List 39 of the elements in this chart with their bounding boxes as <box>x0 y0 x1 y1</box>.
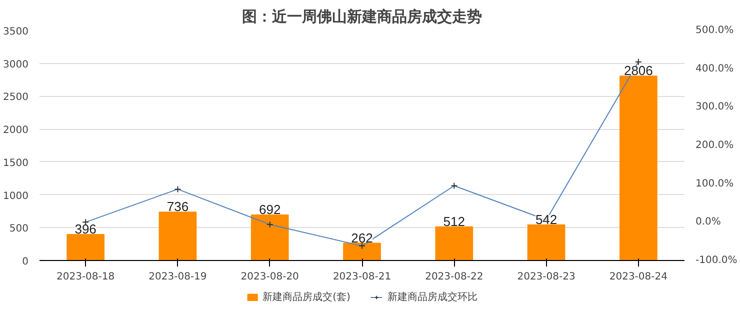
x-tick-label: 2023-08-24 <box>609 272 668 282</box>
y2-tick-label: -100.0% <box>696 255 738 266</box>
bar <box>527 224 566 260</box>
y-tick-label: 0 <box>22 256 29 268</box>
y2-tick-label: 300.0% <box>696 102 734 113</box>
y2-tick-label: 200.0% <box>696 140 734 151</box>
bar <box>343 242 381 260</box>
y-tick-label: 2000 <box>3 125 29 136</box>
y-tick-label: 3000 <box>3 59 29 70</box>
x-tick-label: 2023-08-23 <box>517 272 576 282</box>
bar <box>435 226 474 260</box>
x-tick-label: 2023-08-19 <box>148 272 207 282</box>
y-tick-label: 1000 <box>3 190 29 202</box>
data-label: 542 <box>535 212 558 227</box>
x-tick-label: 2023-08-21 <box>332 272 392 282</box>
y2-tick-label: 400.0% <box>696 63 734 74</box>
bar <box>250 214 289 260</box>
x-tick-label: 2023-08-18 <box>56 272 115 282</box>
y-tick-label: 500 <box>9 224 29 235</box>
bar <box>158 212 197 260</box>
chart-title: 图：近一周佛山新建商品房成交走势 <box>242 8 482 26</box>
y2-tick-label: 100.0% <box>696 178 734 190</box>
y-tick-label: 3500 <box>3 26 29 38</box>
data-label: 692 <box>259 202 281 218</box>
y-tick-label: 2500 <box>3 92 29 104</box>
x-tick-label: 2023-08-20 <box>240 272 299 282</box>
x-tick-label: 2023-08-22 <box>425 272 484 282</box>
y-tick-label: 1500 <box>3 158 29 169</box>
legend-label: 新建商品房成交环比 <box>387 290 478 304</box>
data-label: 262 <box>351 230 373 246</box>
data-label: 736 <box>166 199 189 214</box>
data-label: 396 <box>74 221 96 236</box>
y2-tick-label: 0.0% <box>696 216 721 228</box>
y2-tick-label: 500.0% <box>696 25 734 36</box>
bar <box>620 76 658 260</box>
data-label: 512 <box>443 214 465 229</box>
data-label: 2806 <box>624 63 653 78</box>
bar <box>66 234 104 260</box>
legend-label: 新建商品房成交(套) <box>262 290 350 304</box>
